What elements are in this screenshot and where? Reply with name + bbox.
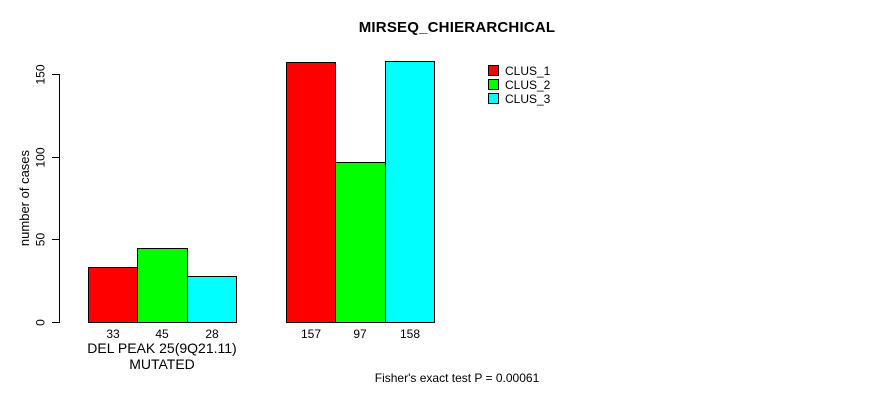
footnote-text: Fisher's exact test P = 0.00061 (374, 371, 540, 385)
bar-clus_2-group2 (335, 162, 386, 323)
y-tick-0 (52, 322, 59, 323)
y-tick-label-100: 100 (33, 147, 47, 168)
legend-row-clus_2: CLUS_2 (488, 77, 551, 92)
y-tick-100 (52, 157, 59, 158)
bar-label-clus_1-group1: 33 (106, 327, 120, 341)
y-tick-label-150: 150 (33, 64, 47, 85)
legend-label-clus_3: CLUS_3 (505, 91, 551, 106)
bar-label-clus_1-group2: 157 (300, 327, 322, 341)
legend-swatch-clus_3 (488, 93, 499, 104)
legend-label-clus_1: CLUS_1 (505, 63, 551, 78)
y-axis-line (59, 74, 60, 323)
bar-label-clus_2-group1: 45 (155, 327, 169, 341)
bar-clus_3-group2 (385, 61, 435, 323)
bar-label-clus_3-group1: 28 (205, 327, 219, 341)
y-tick-label-0: 0 (33, 319, 47, 326)
legend-row-clus_3: CLUS_3 (488, 91, 551, 106)
bar-label-clus_2-group2: 97 (353, 327, 367, 341)
bar-clus_1-group1 (88, 267, 138, 323)
y-tick-label-50: 50 (33, 232, 47, 247)
bar-clus_1-group2 (286, 62, 336, 323)
legend-label-clus_2: CLUS_2 (505, 77, 551, 92)
chart-title: MIRSEQ_CHIERARCHICAL (358, 19, 556, 36)
legend-swatch-clus_2 (488, 79, 499, 90)
bar-clus_3-group1 (187, 276, 237, 323)
bar-label-clus_3-group2: 158 (399, 327, 421, 341)
legend-swatch-clus_1 (488, 65, 499, 76)
y-axis-title: number of cases (17, 149, 32, 247)
legend-row-clus_1: CLUS_1 (488, 63, 551, 78)
y-tick-150 (52, 74, 59, 75)
x-axis-title: DEL PEAK 25(9Q21.11) MUTATED (87, 340, 237, 372)
bar-clus_2-group1 (137, 248, 188, 323)
legend: CLUS_1 CLUS_2 CLUS_3 (488, 64, 550, 106)
y-tick-50 (52, 239, 59, 240)
